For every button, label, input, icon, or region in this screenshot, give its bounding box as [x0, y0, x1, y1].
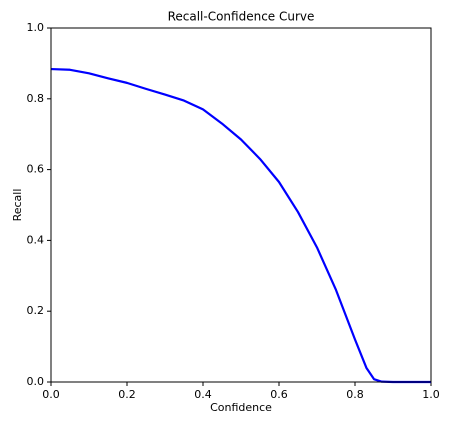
plot-frame — [50, 27, 432, 383]
y-tick-label: 0.2 — [27, 304, 45, 317]
x-tick-label: 1.0 — [422, 388, 440, 401]
y-tick-label: 0.0 — [27, 375, 45, 388]
x-tick-label: 0.4 — [194, 388, 212, 401]
x-tick-label: 0.6 — [270, 388, 288, 401]
chart-title: Recall-Confidence Curve — [168, 10, 315, 24]
y-tick-label: 1.0 — [27, 21, 45, 34]
line — [50, 67, 431, 384]
y-tick-label: 0.4 — [27, 233, 45, 246]
y-axis-label: Recall — [11, 189, 24, 222]
x-tick-label: 0.0 — [42, 388, 60, 401]
x-tick-label: 0.2 — [118, 388, 136, 401]
x-tick-label: 0.8 — [346, 388, 364, 401]
y-tick-label: 0.8 — [27, 92, 45, 105]
y-tick-label: 0.6 — [27, 163, 45, 176]
x-axis-label: Confidence — [210, 401, 272, 414]
